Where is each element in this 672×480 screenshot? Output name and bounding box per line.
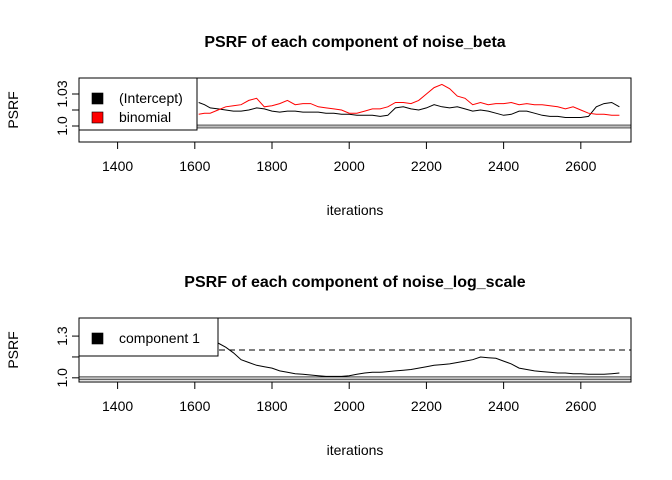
- y-tick-label: 1.0: [54, 116, 70, 136]
- series-line-binomial: [198, 83, 620, 116]
- legend-label: (Intercept): [119, 90, 183, 106]
- series-line-intercept: [198, 101, 620, 118]
- y-axis-label: PSRF: [5, 331, 21, 368]
- y-tick-label: 1.03: [54, 80, 70, 107]
- legend: component 1: [78, 317, 219, 357]
- legend: (Intercept) binomial: [78, 77, 198, 131]
- x-tick-label: 2400: [488, 158, 519, 174]
- y-tick-label: 1.3: [54, 326, 70, 346]
- x-tick-label: 1400: [102, 398, 133, 414]
- x-tick-label: 2400: [488, 398, 519, 414]
- x-tick-label: 1600: [179, 398, 210, 414]
- x-axis-label: iterations: [327, 442, 384, 458]
- noise-beta-panel: PSRF of each component of noise_beta 140…: [5, 34, 632, 218]
- x-tick-label: 2200: [411, 158, 442, 174]
- legend-swatch: [91, 332, 104, 345]
- y-axis-label: PSRF: [5, 91, 21, 128]
- x-axis: 1400 1600 1800 2000 2200 2400 2600: [102, 142, 597, 174]
- x-axis-label: iterations: [327, 202, 384, 218]
- legend-label: component 1: [119, 330, 200, 346]
- x-tick-label: 2600: [565, 398, 596, 414]
- legend-swatch: [91, 111, 104, 124]
- x-tick-label: 2600: [565, 158, 596, 174]
- legend-label: binomial: [119, 109, 171, 125]
- y-tick-label: 1.0: [54, 368, 70, 388]
- x-tick-label: 1400: [102, 158, 133, 174]
- x-tick-label: 2000: [334, 158, 365, 174]
- reference-line-1: [79, 376, 631, 381]
- x-tick-label: 1600: [179, 158, 210, 174]
- reference-line-1: [79, 124, 631, 129]
- x-tick-label: 2000: [334, 398, 365, 414]
- x-tick-label: 2200: [411, 398, 442, 414]
- legend-swatch: [91, 92, 104, 105]
- chart-title: PSRF of each component of noise_log_scal…: [184, 274, 526, 291]
- x-tick-label: 1800: [256, 158, 287, 174]
- y-axis: 1.0 1.03: [54, 80, 79, 136]
- x-axis: 1400 1600 1800 2000 2200 2400 2600: [102, 382, 597, 414]
- chart-title: PSRF of each component of noise_beta: [204, 34, 505, 51]
- y-axis: 1.0 1.3: [54, 326, 79, 388]
- x-tick-label: 1800: [256, 398, 287, 414]
- noise-log-scale-panel: PSRF of each component of noise_log_scal…: [5, 274, 632, 458]
- series-line-component-1: [217, 342, 620, 377]
